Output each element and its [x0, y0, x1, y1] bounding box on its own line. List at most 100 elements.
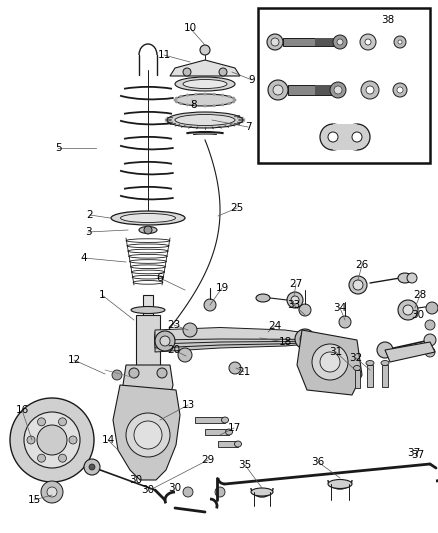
Circle shape — [213, 93, 216, 96]
Bar — [315, 38, 337, 46]
Ellipse shape — [381, 360, 389, 366]
Circle shape — [291, 296, 299, 304]
Bar — [288, 85, 333, 95]
Bar — [136, 315, 160, 370]
Ellipse shape — [175, 115, 235, 125]
Text: 26: 26 — [355, 260, 369, 270]
Circle shape — [312, 344, 348, 380]
Circle shape — [344, 124, 370, 150]
Ellipse shape — [328, 480, 352, 489]
Text: 9: 9 — [249, 75, 255, 85]
Circle shape — [179, 95, 182, 98]
Circle shape — [186, 103, 189, 107]
Circle shape — [365, 39, 371, 45]
Text: 29: 29 — [201, 455, 215, 465]
Text: 30: 30 — [130, 475, 142, 485]
Polygon shape — [123, 365, 173, 405]
Text: 14: 14 — [101, 435, 115, 445]
Text: 24: 24 — [268, 321, 282, 331]
Circle shape — [299, 304, 311, 316]
Ellipse shape — [139, 227, 157, 233]
Circle shape — [295, 329, 315, 349]
Text: 12: 12 — [67, 355, 81, 365]
Circle shape — [349, 276, 367, 294]
Ellipse shape — [111, 211, 185, 225]
Circle shape — [47, 487, 57, 497]
Circle shape — [425, 320, 435, 330]
Circle shape — [178, 348, 192, 362]
Text: 5: 5 — [55, 143, 61, 153]
Circle shape — [394, 36, 406, 48]
Circle shape — [398, 300, 418, 320]
Text: 30: 30 — [141, 485, 155, 495]
Bar — [143, 295, 153, 340]
Circle shape — [221, 94, 224, 96]
Circle shape — [287, 292, 303, 308]
Circle shape — [403, 305, 413, 315]
Circle shape — [339, 316, 351, 328]
Bar — [382, 365, 388, 387]
Text: 15: 15 — [27, 495, 41, 505]
Circle shape — [84, 459, 100, 475]
Ellipse shape — [398, 273, 412, 283]
Ellipse shape — [226, 429, 233, 435]
Circle shape — [129, 368, 139, 378]
Text: 8: 8 — [191, 100, 197, 110]
Circle shape — [38, 454, 46, 462]
Bar — [333, 124, 357, 150]
Text: 28: 28 — [413, 290, 427, 300]
Bar — [218, 441, 238, 447]
Circle shape — [186, 94, 189, 96]
Circle shape — [204, 93, 206, 95]
Polygon shape — [155, 330, 310, 348]
Text: 37: 37 — [411, 450, 424, 460]
Circle shape — [194, 104, 197, 107]
Circle shape — [398, 40, 402, 44]
Circle shape — [183, 487, 193, 497]
Circle shape — [175, 100, 178, 103]
Circle shape — [424, 334, 436, 346]
Circle shape — [213, 104, 216, 107]
Ellipse shape — [222, 417, 229, 423]
Ellipse shape — [256, 294, 270, 302]
Circle shape — [228, 102, 231, 105]
Circle shape — [233, 99, 237, 101]
Circle shape — [126, 413, 170, 457]
Polygon shape — [170, 60, 240, 76]
Circle shape — [407, 273, 417, 283]
Text: 34: 34 — [333, 303, 346, 313]
Text: 31: 31 — [329, 347, 343, 357]
Circle shape — [337, 39, 343, 45]
Ellipse shape — [175, 77, 235, 91]
Circle shape — [232, 96, 235, 100]
Polygon shape — [155, 332, 310, 352]
Circle shape — [204, 299, 216, 311]
Circle shape — [425, 347, 435, 357]
Ellipse shape — [120, 214, 176, 222]
Circle shape — [320, 124, 346, 150]
Circle shape — [144, 226, 152, 234]
Bar — [367, 365, 373, 387]
Text: 32: 32 — [350, 353, 363, 363]
Text: 30: 30 — [411, 310, 424, 320]
Text: 38: 38 — [381, 15, 395, 25]
Circle shape — [271, 38, 279, 46]
Circle shape — [352, 132, 362, 142]
Circle shape — [328, 132, 338, 142]
Circle shape — [268, 80, 288, 100]
Polygon shape — [113, 385, 180, 480]
Polygon shape — [297, 330, 362, 395]
Text: 7: 7 — [245, 122, 251, 132]
Circle shape — [393, 83, 407, 97]
Circle shape — [69, 436, 77, 444]
Text: 21: 21 — [237, 367, 251, 377]
Ellipse shape — [366, 360, 374, 366]
Ellipse shape — [175, 94, 235, 106]
Text: 23: 23 — [167, 320, 180, 330]
Text: 25: 25 — [230, 203, 244, 213]
Circle shape — [175, 96, 178, 100]
Circle shape — [194, 93, 197, 96]
Circle shape — [183, 68, 191, 76]
Circle shape — [334, 86, 342, 94]
Circle shape — [360, 34, 376, 50]
